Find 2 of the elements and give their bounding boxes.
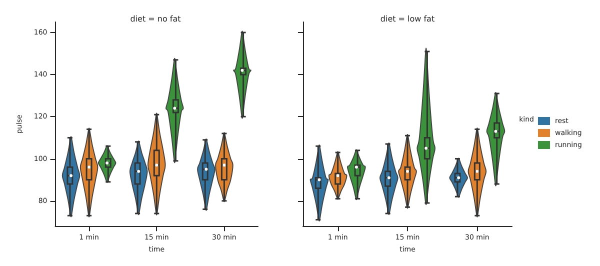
chart-title: diet = no fat [130,14,181,24]
chart-title: diet = low fat [380,14,435,24]
